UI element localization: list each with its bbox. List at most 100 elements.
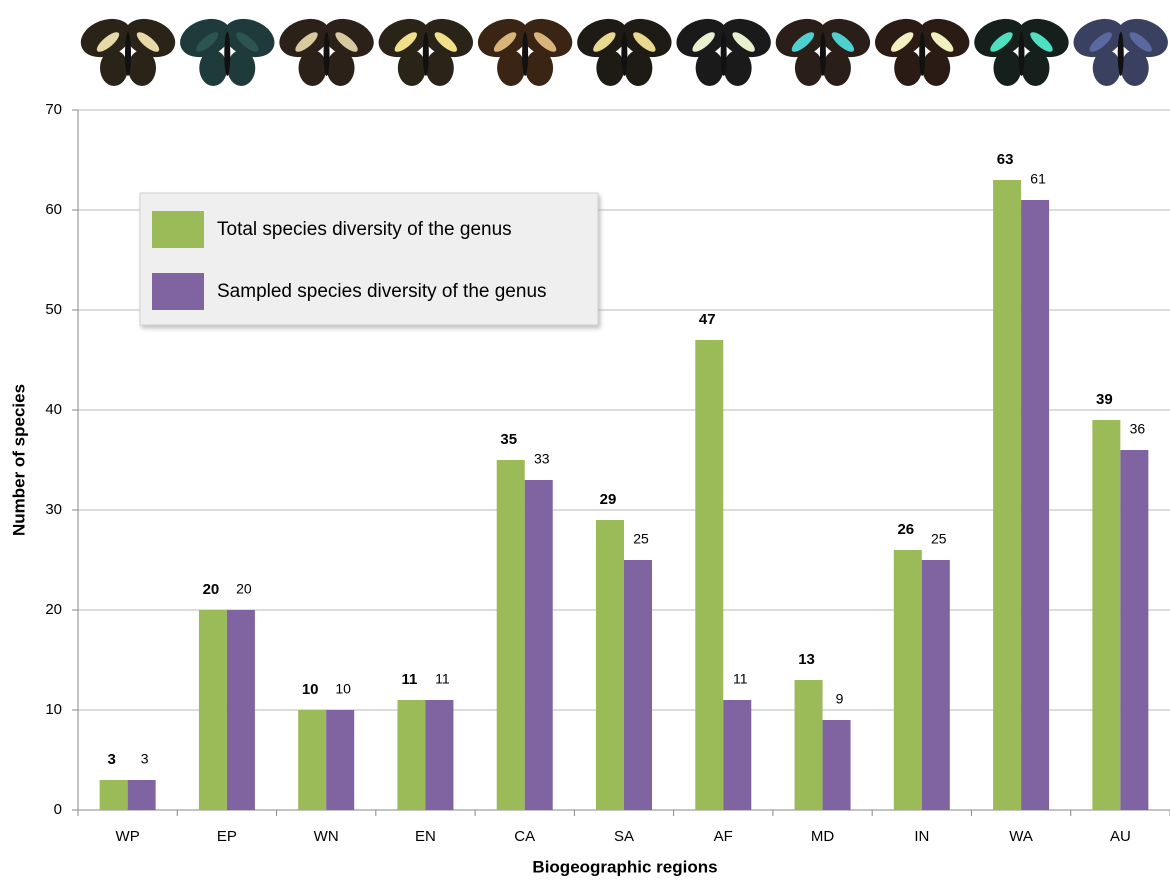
body bbox=[522, 32, 528, 76]
value-label: 47 bbox=[699, 311, 716, 328]
value-label: 39 bbox=[1096, 391, 1113, 408]
bar bbox=[227, 610, 255, 810]
x-tick-label: MD bbox=[811, 828, 834, 845]
body bbox=[224, 32, 230, 76]
wing bbox=[128, 50, 156, 86]
bar bbox=[695, 340, 723, 810]
wing bbox=[823, 50, 851, 86]
x-tick-label: WN bbox=[314, 828, 339, 845]
y-tick-label: 70 bbox=[45, 101, 62, 118]
legend-swatch bbox=[152, 211, 204, 248]
wing bbox=[100, 50, 128, 86]
butterfly bbox=[870, 12, 975, 86]
bar bbox=[100, 780, 128, 810]
butterfly bbox=[75, 12, 180, 86]
x-tick-label: AU bbox=[1110, 828, 1131, 845]
y-axis-title: Number of species bbox=[9, 384, 28, 536]
x-tick-label: EP bbox=[217, 828, 237, 845]
bar bbox=[795, 680, 823, 810]
bar bbox=[199, 610, 227, 810]
x-tick-label: EN bbox=[415, 828, 436, 845]
y-tick-label: 20 bbox=[45, 601, 62, 618]
bar bbox=[425, 700, 453, 810]
value-label: 9 bbox=[836, 691, 844, 707]
value-label: 3 bbox=[141, 751, 149, 767]
value-label: 11 bbox=[733, 671, 748, 687]
bar bbox=[497, 460, 525, 810]
butterfly bbox=[473, 12, 578, 86]
wing bbox=[398, 50, 426, 86]
body bbox=[324, 32, 330, 76]
value-label: 10 bbox=[302, 681, 319, 698]
bar bbox=[624, 560, 652, 810]
butterfly bbox=[770, 12, 875, 86]
bar bbox=[596, 520, 624, 810]
butterfly-strip bbox=[75, 12, 1170, 86]
butterfly bbox=[969, 12, 1074, 86]
wing bbox=[1121, 50, 1149, 86]
wing bbox=[993, 50, 1021, 86]
bar bbox=[894, 550, 922, 810]
wing bbox=[227, 50, 255, 86]
bar bbox=[1021, 200, 1049, 810]
x-tick-label: WA bbox=[1009, 828, 1033, 845]
bar bbox=[1092, 420, 1120, 810]
bar bbox=[525, 480, 553, 810]
value-label: 25 bbox=[633, 531, 649, 547]
value-label: 26 bbox=[897, 521, 914, 538]
value-label: 35 bbox=[500, 431, 517, 448]
legend-label: Total species diversity of the genus bbox=[217, 219, 512, 240]
y-tick-label: 30 bbox=[45, 501, 62, 518]
x-tick-label: CA bbox=[514, 828, 535, 845]
value-label: 29 bbox=[600, 491, 617, 508]
butterfly bbox=[671, 12, 776, 86]
value-label: 11 bbox=[435, 671, 450, 687]
body bbox=[621, 32, 627, 76]
bar bbox=[723, 700, 751, 810]
wing bbox=[922, 50, 950, 86]
body bbox=[423, 32, 429, 76]
wing bbox=[327, 50, 355, 86]
legend-swatch bbox=[152, 273, 204, 310]
wing bbox=[299, 50, 327, 86]
value-label: 25 bbox=[931, 531, 947, 547]
wing bbox=[894, 50, 922, 86]
value-label: 20 bbox=[203, 581, 220, 598]
y-tick-label: 10 bbox=[45, 701, 62, 718]
value-label: 33 bbox=[534, 451, 550, 467]
y-tick-label: 0 bbox=[54, 801, 62, 818]
bar bbox=[1120, 450, 1148, 810]
x-tick-label: AF bbox=[714, 828, 733, 845]
wing bbox=[426, 50, 454, 86]
value-label: 63 bbox=[997, 151, 1014, 168]
value-label: 61 bbox=[1030, 171, 1046, 187]
butterfly bbox=[1068, 12, 1170, 86]
butterfly bbox=[572, 12, 677, 86]
wing bbox=[1021, 50, 1049, 86]
chart: Biogeographic regions Number of species … bbox=[0, 0, 1170, 881]
legend-label: Sampled species diversity of the genus bbox=[217, 281, 547, 302]
page: {"chart_data": {"type": "bar", "x_label"… bbox=[0, 0, 1170, 881]
body bbox=[125, 32, 131, 76]
bar bbox=[128, 780, 156, 810]
wing bbox=[696, 50, 724, 86]
x-axis-title: Biogeographic regions bbox=[532, 857, 717, 876]
value-label: 3 bbox=[107, 751, 115, 768]
butterfly bbox=[274, 12, 379, 86]
value-label: 20 bbox=[236, 581, 252, 597]
body bbox=[721, 32, 727, 76]
bar bbox=[993, 180, 1021, 810]
y-tick-label: 50 bbox=[45, 301, 62, 318]
value-label: 11 bbox=[402, 671, 418, 688]
y-tick-label: 40 bbox=[45, 401, 62, 418]
body bbox=[1018, 32, 1024, 76]
bar bbox=[326, 710, 354, 810]
wing bbox=[199, 50, 227, 86]
butterfly bbox=[373, 12, 478, 86]
y-tick-label: 60 bbox=[45, 201, 62, 218]
body bbox=[919, 32, 925, 76]
body bbox=[1118, 32, 1124, 76]
x-tick-label: SA bbox=[614, 828, 634, 845]
bar bbox=[298, 710, 326, 810]
wing bbox=[795, 50, 823, 86]
